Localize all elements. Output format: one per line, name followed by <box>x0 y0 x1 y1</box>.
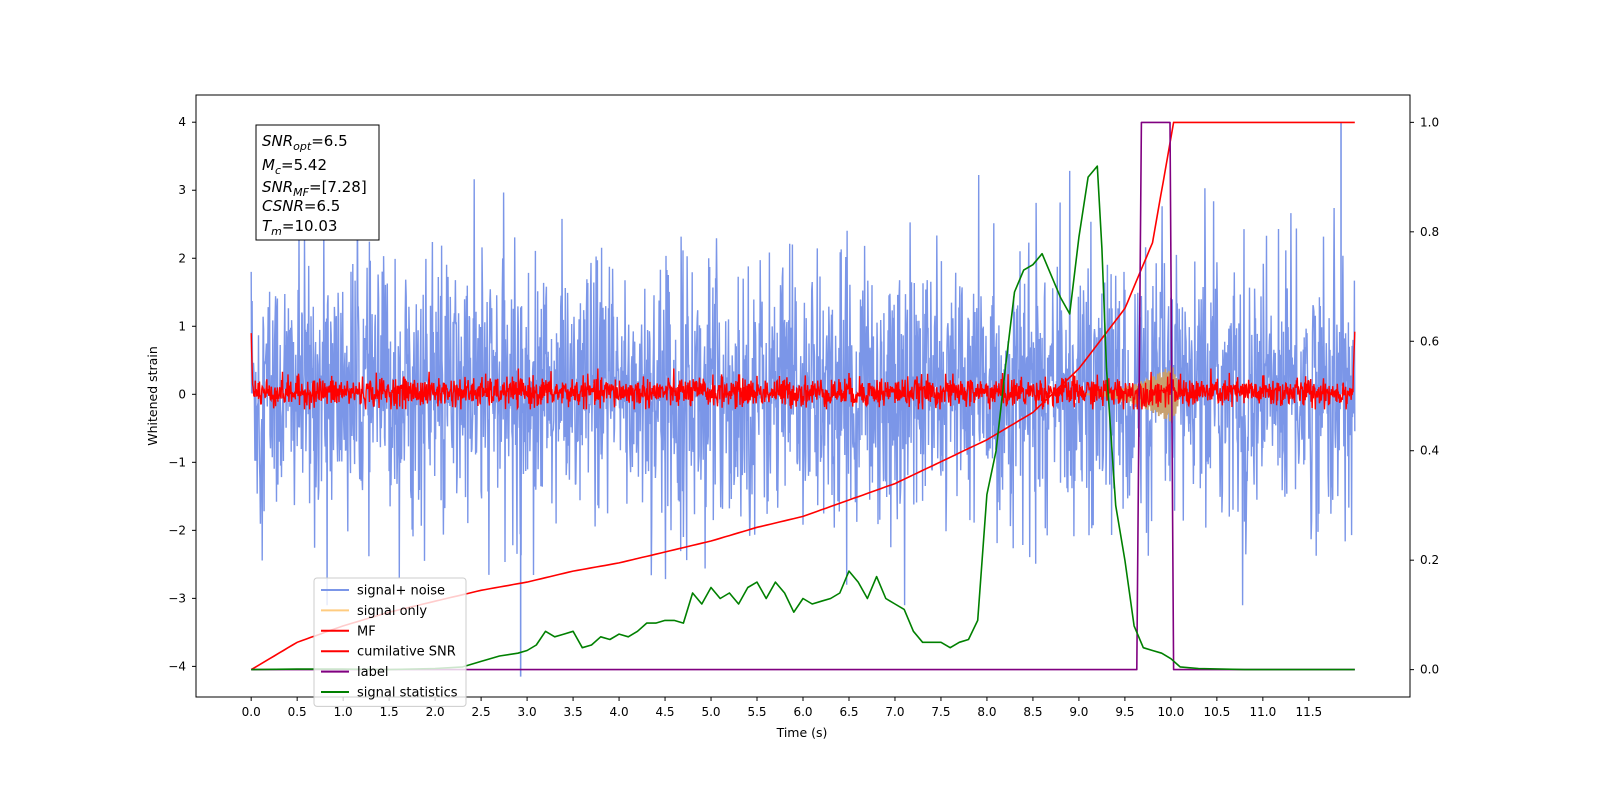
series-signal-statistics <box>251 165 1355 671</box>
legend-label: MF <box>357 624 376 639</box>
x-tick-label: 3.0 <box>518 705 537 719</box>
x-tick-label: 2.0 <box>426 705 445 719</box>
legend-label: signal only <box>357 604 427 619</box>
annotation-snr-mf: SNRMF=[7.28] <box>262 178 367 199</box>
y-left-tick-label: 3 <box>178 183 186 197</box>
y-right-tick-label: 0.6 <box>1420 334 1439 348</box>
legend-label: signal statistics <box>357 686 458 701</box>
x-tick-label: 9.5 <box>1115 705 1134 719</box>
annotation-tm: Tm=10.03 <box>262 217 337 238</box>
y-left-tick-label: −2 <box>168 523 186 537</box>
x-tick-label: 8.5 <box>1023 705 1042 719</box>
y-left-tick-label: 0 <box>178 387 186 401</box>
x-axis-label: Time (s) <box>776 725 828 740</box>
y-left-tick-label: −1 <box>168 455 186 469</box>
x-tick-label: 1.0 <box>334 705 353 719</box>
x-tick-label: 11.0 <box>1249 705 1276 719</box>
x-tick-label: 7.5 <box>931 705 950 719</box>
y-left-tick-label: 1 <box>178 319 186 333</box>
legend: signal+ noise signal only MF cumilative SNR… <box>313 577 467 707</box>
y-left-tick-label: 4 <box>178 115 186 129</box>
annotation-snr-opt: SNRopt=6.5 <box>262 132 348 153</box>
y-left-tick-label: 2 <box>178 251 186 265</box>
y-right-tick-label: 1.0 <box>1420 115 1439 129</box>
x-tick-label: 0.5 <box>288 705 307 719</box>
x-tick-label: 9.0 <box>1069 705 1088 719</box>
x-tick-label: 4.0 <box>610 705 629 719</box>
x-tick-label: 10.5 <box>1204 705 1231 719</box>
annotation-csnr: CSNR=6.5 <box>262 197 340 215</box>
annotation-box: SNRopt=6.5 Mc=5.42 SNRMF=[7.28] CSNR=6.5… <box>255 124 380 241</box>
x-tick-label: 0.0 <box>242 705 261 719</box>
y-left-tick-label: −3 <box>168 591 186 605</box>
x-tick-label: 6.5 <box>839 705 858 719</box>
y-right-tick-label: 0.0 <box>1420 663 1439 677</box>
x-tick-label: 3.5 <box>564 705 583 719</box>
legend-label: cumilative SNR <box>357 645 456 660</box>
y-right-tick-label: 0.2 <box>1420 553 1439 567</box>
x-tick-label: 8.0 <box>977 705 996 719</box>
x-tick-label: 5.5 <box>747 705 766 719</box>
x-tick-label: 7.0 <box>885 705 904 719</box>
legend-label: label <box>357 665 388 680</box>
x-tick-label: 11.5 <box>1295 705 1322 719</box>
annotation-mc: Mc=5.42 <box>262 156 327 177</box>
x-tick-label: 6.0 <box>793 705 812 719</box>
y-axis-left: 4 3 2 1 0 −1 −2 −3 −4 <box>168 115 196 673</box>
x-tick-label: 4.5 <box>655 705 674 719</box>
y-axis-label: Whitened strain <box>145 346 160 445</box>
legend-frame <box>313 577 467 707</box>
y-left-tick-label: −4 <box>168 659 186 673</box>
y-right-tick-label: 0.4 <box>1420 444 1439 458</box>
x-axis: 0.0 0.5 1.0 1.5 2.0 2.5 3.0 3.5 4.0 4.5 5.0 5.5 6.0 6… <box>242 697 1322 719</box>
x-tick-label: 5.0 <box>701 705 720 719</box>
y-right-tick-label: 0.8 <box>1420 225 1439 239</box>
x-tick-label: 1.5 <box>380 705 399 719</box>
series-label <box>251 121 1355 671</box>
y-axis-right: 1.0 0.8 0.6 0.4 0.2 0.0 <box>1410 115 1439 677</box>
x-tick-label: 10.0 <box>1158 705 1185 719</box>
x-tick-label: 2.5 <box>472 705 491 719</box>
series-mf <box>250 331 1356 411</box>
legend-label: signal+ noise <box>357 584 445 599</box>
